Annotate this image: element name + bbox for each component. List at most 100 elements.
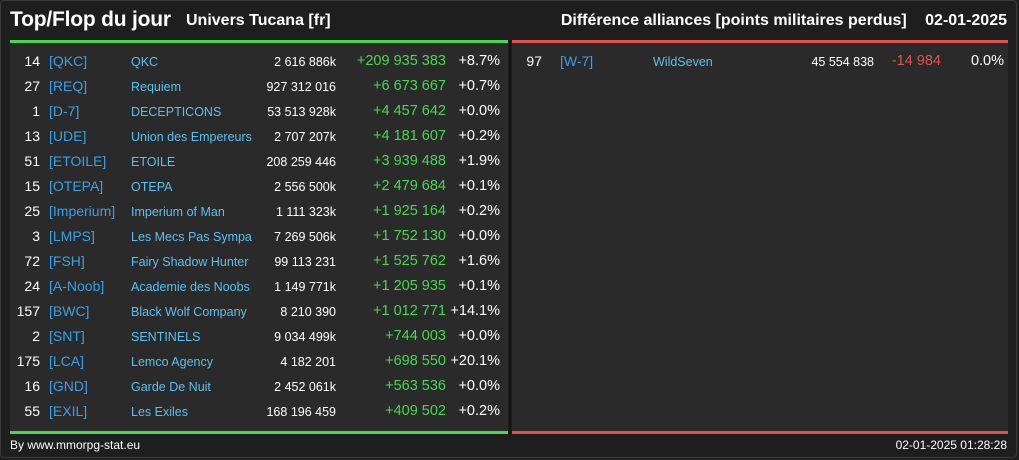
alliance-tag-link[interactable]: [EXIL]	[49, 403, 88, 419]
alliance-name-link[interactable]: Fairy Shadow Hunter	[131, 255, 249, 269]
diff-cell: +1 012 771	[373, 303, 446, 319]
alliance-name-link[interactable]: OTEPA	[131, 180, 173, 194]
alliance-tag-link[interactable]: [FSH]	[49, 253, 85, 269]
alliance-name-link[interactable]: DECEPTICONS	[131, 105, 222, 119]
alliance-tag-link[interactable]: [REQ]	[49, 78, 88, 94]
diff-cell: +4 181 607	[373, 128, 446, 144]
alliance-tag-link[interactable]: [W-7]	[560, 53, 594, 69]
rank-cell: 2	[32, 328, 40, 344]
header: Top/Flop du jour Univers Tucana [fr] Dif…	[10, 8, 1007, 36]
diff-cell: +563 536	[385, 378, 446, 394]
points-cell: 2 556 500k	[274, 180, 336, 194]
points-cell: 53 513 928k	[267, 105, 336, 119]
percent-cell: +0.2%	[458, 128, 500, 144]
points-cell: 168 196 459	[266, 405, 336, 419]
alliance-name-link[interactable]: Lemco Agency	[131, 355, 213, 369]
flop-panel: 97 [W-7] WildSeven 45 554 838 -14 984 0.0%	[512, 40, 1008, 434]
percent-cell: +14.1%	[450, 303, 500, 319]
diff-cell: +2 479 684	[373, 178, 446, 194]
points-cell: 45 554 838	[811, 55, 874, 69]
table-row: 2 [SNT] SENTINELS 9 034 499k +744 003 +0.0%	[10, 324, 508, 349]
table-row: 25 [Imperium] Imperium of Man 1 111 323k +1 …	[10, 199, 508, 224]
alliance-tag-link[interactable]: [UDE]	[49, 128, 87, 144]
panel-divider	[509, 40, 511, 434]
percent-cell: +1.6%	[458, 253, 500, 269]
diff-cell: +744 003	[385, 328, 446, 344]
alliance-tag-link[interactable]: [D-7]	[49, 103, 80, 119]
alliance-name-link[interactable]: WildSeven	[653, 55, 713, 69]
alliance-tag-link[interactable]: [BWC]	[49, 303, 90, 319]
top-panel: 14 [QKC] QKC 2 616 886k +209 935 383 +8.7% 27 […	[10, 40, 508, 434]
alliance-tag-link[interactable]: [ETOILE]	[49, 153, 107, 169]
percent-cell: +0.0%	[458, 378, 500, 394]
alliance-tag-link[interactable]: [A-Noob]	[49, 278, 105, 294]
diff-cell: -14 984	[891, 53, 941, 69]
alliance-tag-link[interactable]: [GND]	[49, 378, 88, 394]
diff-cell: +698 550	[385, 353, 446, 369]
rank-cell: 13	[24, 128, 40, 144]
alliance-tag-link[interactable]: [SNT]	[49, 328, 85, 344]
points-cell: 4 182 201	[280, 355, 336, 369]
alliance-name-link[interactable]: Les Mecs Pas Sympa	[131, 230, 252, 244]
flop-list: 97 [W-7] WildSeven 45 554 838 -14 984 0.0%	[512, 49, 1008, 74]
table-row: 157 [BWC] Black Wolf Company 8 210 390 +1 01…	[10, 299, 508, 324]
rank-cell: 24	[24, 278, 40, 294]
alliance-name-link[interactable]: Garde De Nuit	[131, 380, 211, 394]
points-cell: 9 034 499k	[274, 330, 336, 344]
table-row: 24 [A-Noob] Academie des Noobs 1 149 771k +1…	[10, 274, 508, 299]
alliance-name-link[interactable]: ETOILE	[131, 155, 176, 169]
category-label: Différence alliances [points militaires …	[560, 12, 907, 29]
alliance-tag-link[interactable]: [LMPS]	[49, 228, 95, 244]
table-row: 175 [LCA] Lemco Agency 4 182 201 +698 550 +20…	[10, 349, 508, 374]
alliance-name-link[interactable]: Union des Empereurs	[131, 130, 252, 144]
diff-cell: +6 673 667	[373, 78, 446, 94]
universe-subtitle: Univers Tucana [fr]	[186, 12, 331, 29]
points-cell: 1 111 323k	[275, 205, 336, 219]
rank-cell: 27	[24, 78, 40, 94]
table-row: 14 [QKC] QKC 2 616 886k +209 935 383 +8.7%	[10, 49, 508, 74]
percent-cell: +0.2%	[458, 203, 500, 219]
rank-cell: 175	[16, 353, 40, 369]
points-cell: 2 452 061k	[274, 380, 336, 394]
rank-cell: 51	[24, 153, 40, 169]
table-row: 72 [FSH] Fairy Shadow Hunter 99 113 231 +1 5…	[10, 249, 508, 274]
table-row: 3 [LMPS] Les Mecs Pas Sympa 7 269 506k +1 75…	[10, 224, 508, 249]
percent-cell: +20.1%	[450, 353, 500, 369]
top-list: 14 [QKC] QKC 2 616 886k +209 935 383 +8.7% 27 […	[10, 49, 508, 424]
table-row: 13 [UDE] Union des Empereurs 2 707 207k +4 1…	[10, 124, 508, 149]
points-cell: 927 312 016	[266, 80, 336, 94]
alliance-tag-link[interactable]: [OTEPA]	[49, 178, 104, 194]
percent-cell: +0.0%	[458, 328, 500, 344]
alliance-name-link[interactable]: Imperium of Man	[131, 205, 225, 219]
alliance-name-link[interactable]: Academie des Noobs	[131, 280, 250, 294]
alliance-name-link[interactable]: SENTINELS	[131, 330, 201, 344]
alliance-name-link[interactable]: Les Exiles	[131, 405, 188, 419]
diff-cell: +1 205 935	[373, 278, 446, 294]
alliance-name-link[interactable]: Black Wolf Company	[131, 305, 247, 319]
diff-cell: +209 935 383	[356, 53, 446, 69]
alliance-name-link[interactable]: Requiem	[131, 80, 182, 94]
table-row: 16 [GND] Garde De Nuit 2 452 061k +563 536 +0…	[10, 374, 508, 399]
diff-cell: +1 525 762	[373, 253, 446, 269]
points-cell: 2 616 886k	[274, 55, 336, 69]
percent-cell: +0.1%	[458, 178, 500, 194]
rank-cell: 3	[32, 228, 40, 244]
alliance-tag-link[interactable]: [QKC]	[49, 53, 88, 69]
alliance-tag-link[interactable]: [LCA]	[49, 353, 85, 369]
percent-cell: +0.0%	[458, 103, 500, 119]
rank-cell: 157	[16, 303, 40, 319]
footer-credit[interactable]: By www.mmorpg-stat.eu	[10, 438, 141, 452]
points-cell: 1 149 771k	[274, 280, 336, 294]
table-row: 15 [OTEPA] OTEPA 2 556 500k +2 479 684 +0.1%	[10, 174, 508, 199]
points-cell: 2 707 207k	[274, 130, 336, 144]
header-right: Différence alliances [points militaires …	[561, 12, 1007, 30]
diff-cell: +3 939 488	[373, 153, 446, 169]
points-cell: 7 269 506k	[274, 230, 336, 244]
rank-cell: 72	[24, 253, 40, 269]
alliance-tag-link[interactable]: [Imperium]	[49, 203, 116, 219]
alliance-name-link[interactable]: QKC	[131, 55, 159, 69]
percent-cell: +1.9%	[458, 153, 500, 169]
points-cell: 208 259 446	[266, 155, 336, 169]
points-cell: 8 210 390	[280, 305, 336, 319]
